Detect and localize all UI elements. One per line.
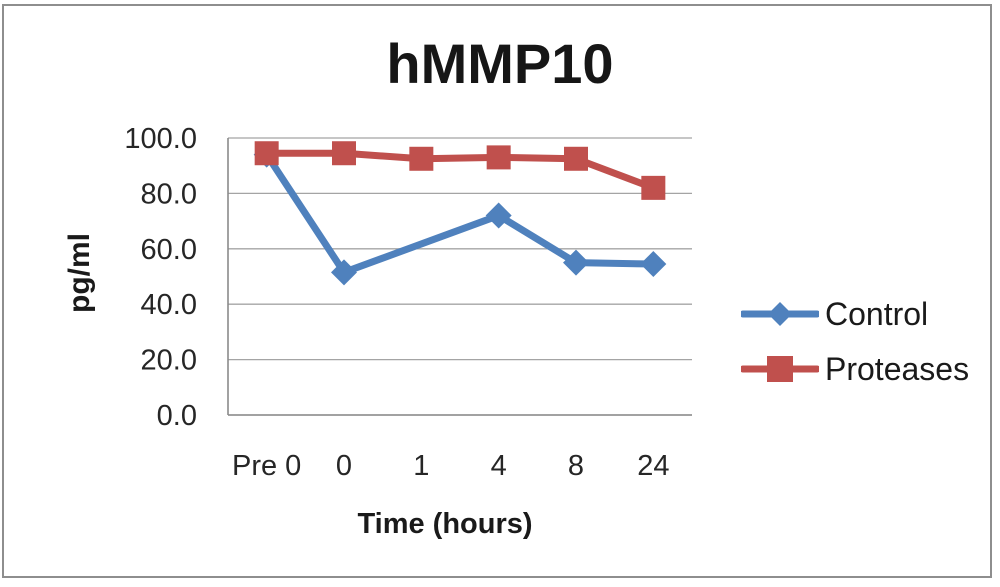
y-tick-label: 60.0: [141, 234, 197, 266]
legend-label-control: Control: [825, 295, 929, 332]
legend-item-proteases: Proteases: [741, 351, 969, 387]
data-point-marker: [486, 145, 511, 170]
x-tick-label: 8: [568, 450, 584, 482]
y-tick-label: 100.0: [124, 123, 197, 155]
data-point-marker: [563, 249, 589, 276]
data-point-marker: [485, 202, 512, 229]
data-point-marker: [768, 302, 792, 326]
series-line-proteases: [263, 149, 657, 192]
y-tick-label: 40.0: [141, 289, 197, 321]
data-point-marker: [332, 141, 356, 166]
legend-item-control: Control: [741, 296, 969, 332]
x-tick-label: 24: [637, 450, 669, 482]
x-axis-title: Time (hours): [357, 508, 533, 540]
data-point-marker: [564, 146, 588, 171]
y-tick-label: 20.0: [141, 345, 197, 377]
data-point-marker: [640, 251, 667, 278]
control-series-marker-icon: [741, 296, 819, 332]
data-point-marker: [641, 175, 666, 200]
legend: Control Proteases: [741, 296, 969, 387]
legend-label-proteases: Proteases: [825, 350, 970, 387]
x-tick-label: Pre 0: [232, 450, 301, 482]
x-tick-label: 0: [336, 450, 352, 482]
x-tick-label: 1: [413, 450, 429, 482]
data-point-marker: [767, 356, 793, 382]
y-tick-label: 0.0: [157, 400, 197, 432]
y-tick-label: 80.0: [141, 178, 197, 210]
x-tick-label: 4: [491, 450, 507, 482]
data-point-marker: [409, 146, 434, 171]
chart-title: hMMP10: [386, 32, 614, 95]
series-line-control: [263, 151, 657, 276]
proteases-series-marker-icon: [741, 351, 819, 387]
data-point-marker: [254, 141, 279, 166]
data-point-marker: [331, 259, 357, 286]
